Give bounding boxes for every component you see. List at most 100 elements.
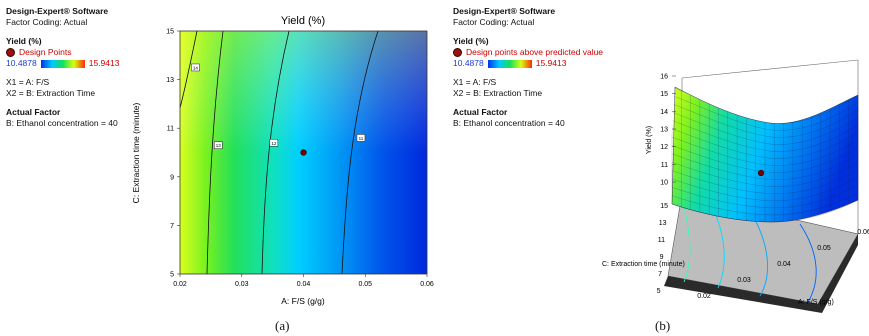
x1-definition: X1 = A: F/S	[453, 77, 497, 87]
surface-y-tick-label: 5	[657, 288, 661, 295]
x-tick-label: 0.02	[173, 281, 187, 288]
y-axis-label: C: Extraction time (minute)	[131, 103, 141, 204]
right-info-panel: Design-Expert® Software Factor Coding: A…	[453, 6, 603, 129]
surface-x-tick-label: 0.06	[857, 229, 869, 236]
color-range-legend: 10.4878 15.9413	[453, 58, 603, 69]
y-tick-label: 13	[166, 77, 174, 84]
design-point-marker-icon	[6, 48, 15, 57]
design-points-legend: Design points above predicted value	[453, 47, 603, 58]
x2-definition: X2 = B: Extraction Time	[6, 88, 96, 98]
surface-y-axis-label: C: Extraction time (minute)	[602, 261, 685, 268]
contour-level-box	[356, 134, 366, 142]
actual-factor-value: B: Ethanol concentration = 40	[453, 118, 565, 128]
surface-mesh-line	[671, 177, 858, 201]
surface-mesh-line	[671, 153, 858, 180]
surface-y-tick-label: 15	[660, 203, 668, 210]
contour-level-box	[269, 139, 279, 147]
surface-mesh-line	[671, 137, 858, 166]
surface-mesh-line	[671, 111, 858, 145]
range-min: 10.4878	[453, 58, 484, 68]
factor-coding: Factor Coding: Actual	[6, 17, 88, 27]
z-tick-label: 15	[660, 91, 668, 98]
surface-x-axis-label: A: F/S (g/g)	[798, 299, 834, 306]
x-tick-label: 0.06	[420, 281, 434, 288]
y-tick-label: 7	[170, 223, 174, 230]
x-tick-label: 0.03	[235, 281, 249, 288]
contour-line-12	[261, 30, 290, 275]
factor-coding: Factor Coding: Actual	[453, 17, 535, 27]
y-tick-label: 9	[170, 174, 174, 181]
range-min: 10.4878	[6, 58, 37, 68]
surface-mesh-line	[671, 162, 858, 187]
x1-definition: X1 = A: F/S	[6, 77, 50, 87]
surface-mesh-line	[671, 87, 858, 124]
color-range-legend: 10.4878 15.9413	[6, 58, 119, 69]
range-max: 15.9413	[88, 58, 120, 68]
z-tick-label: 16	[660, 74, 668, 81]
surface-mesh-line	[671, 192, 858, 216]
x-tick-label: 0.05	[358, 281, 372, 288]
design-points-label: Design points above predicted value	[466, 47, 604, 57]
left-info-panel: Design-Expert® Software Factor Coding: A…	[6, 6, 119, 129]
surface-y-tick-label: 9	[660, 254, 664, 261]
contour-level-label: 11	[359, 136, 364, 141]
surface-y-tick-label: 11	[658, 237, 665, 244]
floor-plane	[667, 193, 859, 305]
surface-y-tick-label: 13	[659, 220, 667, 227]
plot-border	[179, 30, 428, 275]
contour-level-box	[214, 141, 223, 149]
surface-mesh-line	[671, 169, 858, 194]
actual-factor-value: B: Ethanol concentration = 40	[6, 118, 118, 128]
contour-shade	[180, 31, 427, 274]
contour-line-14	[179, 30, 198, 109]
surface-mesh-line	[671, 199, 858, 223]
actual-factor-heading: Actual Factor	[6, 107, 61, 117]
floor-contour	[751, 213, 769, 297]
color-gradient-bar	[487, 59, 532, 68]
surface-x-tick-label: 0.03	[737, 277, 751, 284]
z-tick-label: 14	[660, 109, 668, 116]
caption-b: (b)	[655, 318, 671, 333]
z-tick-label: 13	[660, 127, 668, 134]
surface-mesh-line	[671, 120, 858, 152]
contour-fill	[180, 31, 427, 274]
surface-x-tick-label: 0.05	[817, 245, 831, 252]
y-tick-label: 5	[170, 272, 174, 279]
surface-mesh-line	[671, 103, 858, 138]
floor-contour	[799, 223, 817, 303]
color-gradient-bar	[40, 59, 85, 68]
response-name: Yield (%)	[453, 36, 489, 46]
surface-mesh-line	[671, 128, 858, 159]
contour-level-box	[191, 63, 200, 72]
chart-title: Yield (%)	[281, 15, 325, 27]
floor-contour	[681, 199, 691, 283]
surface-x-tick-label: 0.02	[697, 293, 711, 300]
y-tick-label: 15	[166, 29, 174, 36]
contour-level-label: 13	[216, 143, 222, 148]
actual-factor-heading: Actual Factor	[453, 107, 508, 117]
surface-x-tick-label: 0.04	[777, 261, 791, 268]
surface-mesh-line	[671, 145, 858, 173]
contour-line-11	[341, 30, 379, 275]
design-point-marker-icon	[453, 48, 462, 57]
z-axis-label: Yield (%)	[646, 126, 653, 154]
surface-mesh-line	[671, 95, 858, 131]
y-tick-label: 11	[167, 126, 174, 133]
surface-mesh-line	[671, 184, 858, 209]
response-name: Yield (%)	[6, 36, 42, 46]
contour-line-13	[206, 30, 224, 275]
caption-a: (a)	[275, 318, 290, 333]
contour-level-label: 14	[193, 65, 199, 70]
design-points-legend: Design Points	[6, 47, 119, 58]
range-max: 15.9413	[535, 58, 567, 68]
design-point	[300, 149, 307, 156]
z-tick-label: 12	[660, 144, 668, 151]
software-name: Design-Expert® Software	[453, 6, 556, 16]
contour-level-label: 12	[271, 141, 277, 146]
surface-design-point	[757, 169, 765, 177]
z-tick-label: 10	[660, 180, 668, 187]
x-axis-label: A: F/S (g/g)	[281, 296, 325, 306]
software-name: Design-Expert® Software	[6, 6, 109, 16]
